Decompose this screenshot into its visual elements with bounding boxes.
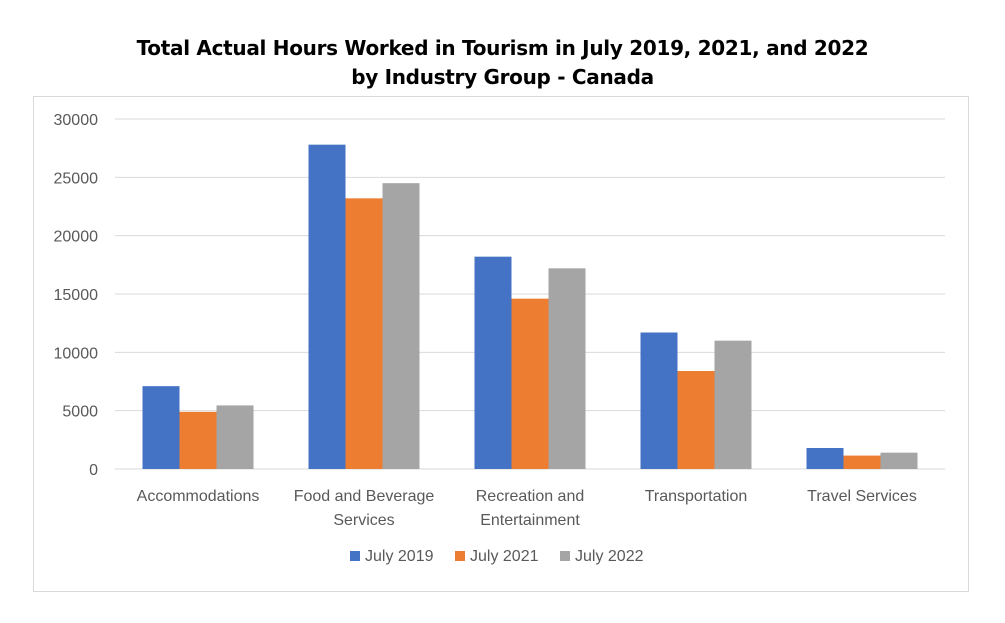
bar-july-2022: [714, 340, 752, 469]
bar-july-2019: [142, 386, 180, 469]
category-label: Food and Beverage: [294, 488, 435, 505]
bar-july-2021: [179, 411, 217, 469]
legend-label: July 2022: [575, 548, 644, 565]
legend-label: July 2021: [470, 548, 539, 565]
category-label: Travel Services: [807, 488, 917, 505]
legend-label: July 2019: [365, 548, 434, 565]
chart-area-frame: [33, 96, 969, 592]
category-label: Recreation and: [476, 488, 585, 505]
bar-july-2022: [382, 183, 420, 469]
chart-title: Total Actual Hours Worked in Tourism in …: [0, 34, 1005, 92]
y-tick-label: 20000: [54, 229, 99, 246]
category-label: Entertainment: [480, 512, 580, 529]
bar-july-2022: [548, 268, 586, 469]
bar-july-2019: [308, 144, 346, 469]
bar-july-2021: [511, 298, 549, 469]
bar-july-2019: [806, 448, 844, 469]
category-label: Transportation: [645, 488, 748, 505]
bar-july-2019: [474, 256, 512, 469]
y-tick-label: 30000: [54, 112, 99, 129]
y-tick-label: 5000: [62, 404, 98, 421]
bar-july-2021: [843, 455, 881, 469]
y-tick-label: 0: [89, 462, 98, 479]
bar-july-2021: [677, 371, 715, 469]
y-tick-label: 15000: [54, 287, 99, 304]
bar-july-2022: [216, 405, 254, 469]
bar-july-2019: [640, 332, 678, 469]
y-tick-label: 25000: [54, 170, 99, 187]
chart-title-line-2: by Industry Group - Canada: [351, 65, 654, 89]
legend-swatch: [350, 551, 360, 561]
category-label: Services: [333, 512, 394, 529]
bar-july-2022: [880, 452, 918, 469]
category-label: Accommodations: [137, 488, 260, 505]
legend-swatch: [560, 551, 570, 561]
legend-swatch: [455, 551, 465, 561]
chart-title-line-1: Total Actual Hours Worked in Tourism in …: [136, 36, 869, 60]
y-tick-label: 10000: [54, 345, 99, 362]
bar-july-2021: [345, 198, 383, 470]
